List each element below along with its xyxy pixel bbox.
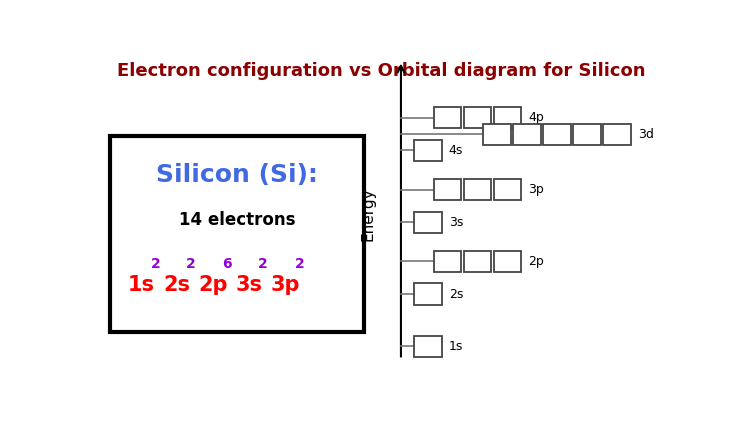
Text: 3d: 3d — [637, 128, 654, 141]
Text: Energy: Energy — [360, 187, 375, 241]
Text: 4s: 4s — [449, 144, 463, 157]
Text: 3s: 3s — [449, 216, 463, 229]
Bar — [434, 251, 461, 272]
Text: Electron configuration vs Orbital diagram for Silicon: Electron configuration vs Orbital diagra… — [117, 62, 645, 80]
Bar — [493, 107, 522, 128]
Text: 3p: 3p — [528, 183, 544, 196]
Bar — [513, 123, 541, 145]
Bar — [543, 123, 571, 145]
Text: 6: 6 — [222, 257, 232, 271]
Text: 2: 2 — [294, 257, 304, 271]
Bar — [493, 179, 522, 200]
Text: 2s: 2s — [449, 287, 463, 301]
Bar — [434, 179, 461, 200]
Bar — [464, 107, 491, 128]
Text: 2s: 2s — [163, 275, 190, 295]
Bar — [110, 136, 363, 332]
Bar — [464, 179, 491, 200]
Text: 3s: 3s — [235, 275, 262, 295]
Bar — [603, 123, 631, 145]
Bar — [483, 123, 511, 145]
Text: 4p: 4p — [528, 112, 544, 124]
Text: 1s: 1s — [128, 275, 155, 295]
Text: 2: 2 — [186, 257, 196, 271]
Text: 3p: 3p — [270, 275, 300, 295]
Bar — [573, 123, 601, 145]
Text: Silicon (Si):: Silicon (Si): — [156, 163, 318, 187]
Bar — [414, 284, 442, 305]
Text: 2: 2 — [150, 257, 160, 271]
Bar — [414, 140, 442, 161]
Text: 2p: 2p — [528, 255, 544, 268]
Bar — [414, 336, 442, 357]
Text: 1s: 1s — [449, 340, 463, 353]
Text: 2: 2 — [258, 257, 268, 271]
Bar — [414, 212, 442, 233]
Bar — [434, 107, 461, 128]
Bar — [464, 251, 491, 272]
Bar — [493, 251, 522, 272]
Text: 14 electrons: 14 electrons — [178, 211, 295, 229]
Text: 2p: 2p — [199, 275, 228, 295]
